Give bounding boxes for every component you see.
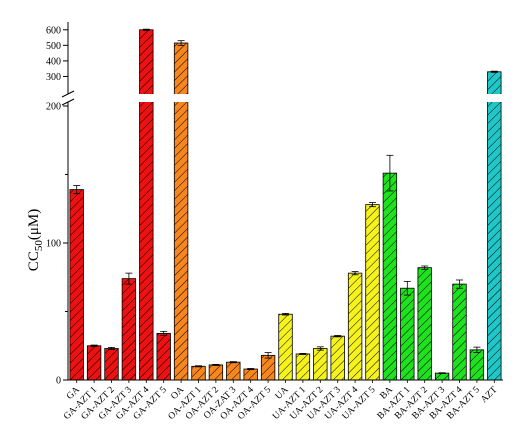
bar-hatch: [469, 349, 485, 381]
bar-hatch: [69, 189, 84, 381]
error-bar: [438, 372, 446, 374]
error-bar: [247, 368, 255, 370]
error-bar: [212, 363, 220, 366]
bar-hatch: [365, 204, 380, 381]
error-bar: [490, 70, 498, 73]
y-tick-label: 200: [46, 102, 61, 113]
error-bar: [403, 280, 411, 296]
bar-hatch: [382, 172, 398, 381]
bar-hatch: [208, 364, 224, 381]
bar-hatch: [452, 283, 467, 381]
error-bar: [229, 361, 237, 364]
error-bar: [125, 272, 133, 285]
error-bar: [386, 154, 394, 192]
y-tick-label: 100: [46, 239, 61, 250]
bar-hatch: [330, 335, 345, 381]
bar-hatch: [86, 345, 102, 381]
error-bar: [160, 330, 168, 336]
bar-hatch: [487, 71, 502, 381]
error-bar: [334, 335, 342, 338]
bar-hatch: [278, 313, 293, 381]
error-bar: [195, 365, 202, 368]
error-bar: [369, 202, 376, 208]
error-bar: [90, 344, 98, 347]
bar-hatch: [173, 42, 189, 381]
y-tick-label: 600: [46, 25, 61, 36]
bar-hatch: [104, 348, 119, 381]
bar-hatch: [295, 353, 311, 381]
error-bar: [73, 185, 81, 195]
error-bar: [177, 40, 185, 46]
error-bar: [316, 346, 324, 351]
error-bar: [108, 346, 115, 350]
axis-break-gap: [67, 94, 504, 102]
bar-hatch: [313, 348, 328, 381]
bar-hatch: [226, 361, 241, 381]
error-bar: [456, 279, 463, 289]
y-axis-label-main: CC: [26, 251, 42, 271]
bar-hatch: [191, 365, 206, 381]
bar-hatch: [121, 278, 137, 381]
category-label: AZT: [479, 385, 499, 405]
error-bars-group: [73, 28, 498, 374]
bar-hatch: [139, 29, 154, 381]
axis-break-mark: [61, 90, 75, 106]
bar-hatch: [347, 272, 363, 381]
ticks-group: 0 100 200 300 400 500 600: [46, 25, 495, 387]
bar-hatch: [434, 372, 450, 381]
error-bar: [299, 353, 307, 355]
y-tick-label: 400: [46, 56, 61, 67]
bar-hatch: [243, 368, 258, 381]
error-bar: [142, 28, 150, 31]
bars-group: [69, 29, 502, 381]
y-tick-label: 300: [46, 72, 61, 83]
error-bar: [351, 271, 359, 276]
y-tick-label: 500: [46, 41, 61, 52]
bar-hatch: [417, 267, 432, 381]
y-axis-label-unit: (μM): [26, 209, 42, 240]
y-axis-label: CC50(μM): [26, 209, 45, 271]
error-bar: [473, 346, 481, 354]
bar-hatch: [260, 354, 276, 381]
y-tick-label: 0: [56, 376, 61, 387]
error-bar: [264, 352, 272, 359]
error-bar: [421, 265, 429, 270]
error-bar: [282, 313, 289, 316]
y-axis-label-subscript: 50: [33, 240, 45, 252]
bar-hatch: [400, 287, 415, 381]
bar-hatch: [156, 333, 171, 381]
